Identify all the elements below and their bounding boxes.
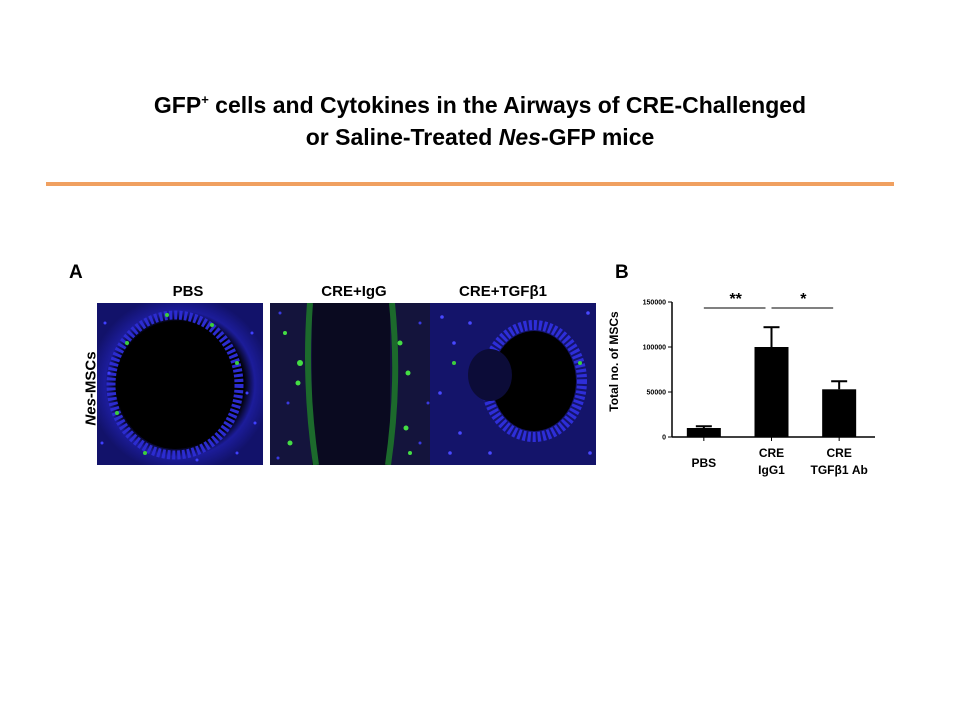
bar bbox=[686, 428, 721, 437]
y-tick-label: 0 bbox=[662, 435, 666, 442]
significance-label: ** bbox=[729, 291, 742, 308]
micrograph-cre-igg bbox=[270, 303, 436, 465]
image-label-cre-tgfb1: CRE+TGFβ1 bbox=[459, 283, 547, 300]
micrograph-pbs-image bbox=[97, 303, 263, 465]
micrograph-cre-tgfb1-image bbox=[430, 303, 596, 465]
bar bbox=[754, 347, 789, 437]
y-tick-label: 100000 bbox=[643, 345, 666, 352]
y-tick-label: 50000 bbox=[647, 390, 667, 397]
micrograph-cre-tgfb1 bbox=[430, 303, 596, 465]
x-tick-label: IgG1 bbox=[758, 463, 785, 477]
title-line-2: or Saline-Treated Nes-GFP mice bbox=[40, 121, 920, 153]
micrograph-cre-igg-image bbox=[270, 303, 436, 465]
title-line2-text: or Saline-Treated bbox=[305, 124, 499, 150]
title-line2-end: -GFP mice bbox=[540, 124, 655, 150]
bar bbox=[822, 389, 857, 437]
image-label-pbs: PBS bbox=[172, 283, 204, 300]
micrograph-pbs bbox=[97, 303, 263, 465]
panel-a-letter: A bbox=[69, 262, 83, 283]
image-label-cre-igg: CRE+IgG bbox=[321, 283, 387, 300]
y-axis-label: Total no. of MSCs bbox=[607, 311, 621, 412]
panel-b-letter: B bbox=[615, 262, 629, 283]
page-title: GFP+ cells and Cytokines in the Airways … bbox=[40, 84, 920, 153]
x-tick-label: CRE bbox=[759, 446, 784, 460]
x-tick-label: TGFβ1 Ab bbox=[811, 463, 868, 477]
title-superscript: + bbox=[201, 92, 209, 107]
x-tick-label: PBS bbox=[691, 456, 716, 470]
x-tick-label: CRE bbox=[826, 446, 851, 460]
title-divider bbox=[46, 182, 894, 186]
title-gfp: GFP bbox=[153, 92, 202, 118]
y-tick-label: 150000 bbox=[643, 300, 666, 307]
bar-chart: 0 50000 100000 150000 Total no. of MSCs PBS CR… bbox=[607, 291, 875, 477]
title-line-1: GFP+ cells and Cytokines in the Airways … bbox=[40, 84, 920, 121]
title-line2-italic: Nes bbox=[498, 124, 541, 150]
significance-label: * bbox=[800, 291, 807, 308]
title-line1-text: cells and Cytokines in the Airways of CR… bbox=[208, 92, 807, 118]
